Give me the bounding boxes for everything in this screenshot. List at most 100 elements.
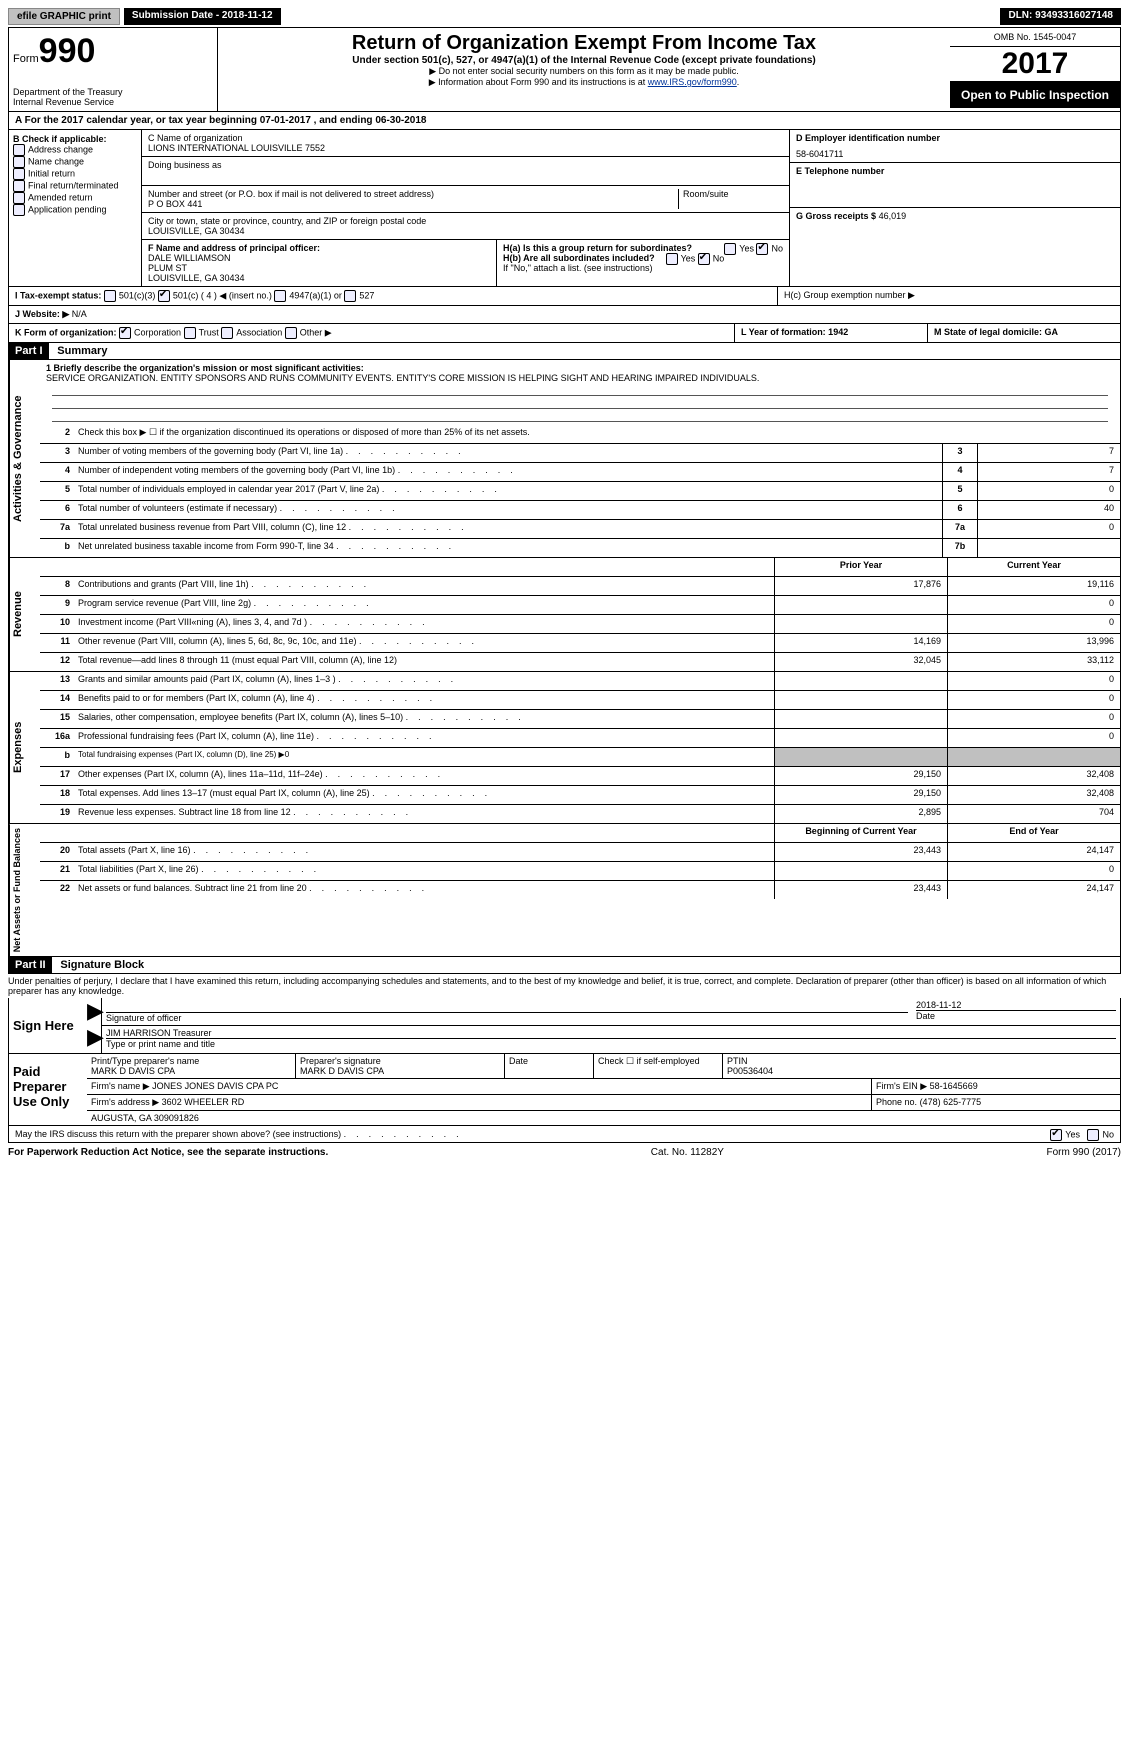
chk-ha-no[interactable] xyxy=(756,243,768,255)
ln-6-txt: Total number of volunteers (estimate if … xyxy=(74,501,942,519)
firm-ein-label: Firm's EIN ▶ xyxy=(876,1081,927,1091)
ln-18-prior: 29,150 xyxy=(774,786,947,804)
ln-4-val: 7 xyxy=(977,463,1120,481)
chk-other[interactable] xyxy=(285,327,297,339)
ln-13-curr: 0 xyxy=(947,672,1120,690)
ha-no: No xyxy=(771,243,783,253)
paperwork-notice: For Paperwork Reduction Act Notice, see … xyxy=(8,1147,328,1158)
chk-amended[interactable] xyxy=(13,192,25,204)
opt-trust: Trust xyxy=(199,327,219,337)
ha-yes: Yes xyxy=(739,243,754,253)
hb-yes: Yes xyxy=(681,253,696,263)
ln-19-prior: 2,895 xyxy=(774,805,947,823)
tax-year: 2017 xyxy=(950,47,1120,82)
ln-17-curr: 32,408 xyxy=(947,767,1120,785)
ln-13-no: 13 xyxy=(40,672,74,690)
cat-no: Cat. No. 11282Y xyxy=(651,1147,724,1158)
ln-20-prior: 23,443 xyxy=(774,843,947,861)
form-label: Form xyxy=(13,53,39,65)
addr-label: Number and street (or P.O. box if mail i… xyxy=(148,189,678,199)
city-state: LOUISVILLE, GA 30434 xyxy=(148,226,783,236)
hdr-end: End of Year xyxy=(947,824,1120,842)
ln-7a-no: 7a xyxy=(40,520,74,538)
chk-4947[interactable] xyxy=(274,290,286,302)
ln-5-no: 5 xyxy=(40,482,74,500)
ln-16b-curr xyxy=(947,748,1120,766)
box-g-label: G Gross receipts $ xyxy=(796,211,876,221)
efile-btn[interactable]: efile GRAPHIC print xyxy=(8,8,120,25)
lbl-amended: Amended return xyxy=(28,192,93,202)
chk-pending[interactable] xyxy=(13,204,25,216)
ln-7a-txt: Total unrelated business revenue from Pa… xyxy=(74,520,942,538)
prep-name-label: Print/Type preparer's name xyxy=(91,1056,291,1066)
prep-date-label: Date xyxy=(505,1054,594,1078)
ha-label: H(a) Is this a group return for subordin… xyxy=(503,243,692,253)
ln-12-curr: 33,112 xyxy=(947,653,1120,671)
ln-9-prior xyxy=(774,596,947,614)
chk-discuss-no[interactable] xyxy=(1087,1129,1099,1141)
discuss-text: May the IRS discuss this return with the… xyxy=(15,1129,459,1139)
chk-trust[interactable] xyxy=(184,327,196,339)
opt-other: Other ▶ xyxy=(300,327,332,337)
note-ssn: ▶ Do not enter social security numbers o… xyxy=(226,66,942,77)
part1-tag: Part I xyxy=(9,343,49,359)
hb-label: H(b) Are all subordinates included? xyxy=(503,253,655,263)
ln-18-curr: 32,408 xyxy=(947,786,1120,804)
prep-sig-label: Preparer's signature xyxy=(300,1056,500,1066)
website-value: N/A xyxy=(72,309,87,319)
chk-address[interactable] xyxy=(13,144,25,156)
box-f-label: F Name and address of principal officer: xyxy=(148,243,490,253)
chk-hb-no[interactable] xyxy=(698,253,710,265)
chk-hb-yes[interactable] xyxy=(666,253,678,265)
chk-ha-yes[interactable] xyxy=(724,243,736,255)
ln-10-txt: Investment income (Part VIII«ning (A), l… xyxy=(74,615,774,633)
opt-501c: 501(c) ( 4 ) ◀ (insert no.) xyxy=(173,290,272,300)
ln-5-txt: Total number of individuals employed in … xyxy=(74,482,942,500)
hb-no: No xyxy=(713,253,725,263)
ln-17-txt: Other expenses (Part IX, column (A), lin… xyxy=(74,767,774,785)
chk-initial[interactable] xyxy=(13,168,25,180)
activities-section: Activities & Governance 1 Briefly descri… xyxy=(8,360,1121,558)
chk-501c3[interactable] xyxy=(104,290,116,302)
ln-13-txt: Grants and similar amounts paid (Part IX… xyxy=(74,672,774,690)
row-a-period: A For the 2017 calendar year, or tax yea… xyxy=(8,112,1121,130)
box-b-label: B Check if applicable: xyxy=(13,134,137,144)
firm-name: JONES JONES DAVIS CPA PC xyxy=(152,1081,278,1091)
ln-15-curr: 0 xyxy=(947,710,1120,728)
lbl-name: Name change xyxy=(28,156,84,166)
note-info: ▶ Information about Form 990 and its ins… xyxy=(226,77,942,88)
vtab-net: Net Assets or Fund Balances xyxy=(9,824,40,956)
ln-12-no: 12 xyxy=(40,653,74,671)
ln-17-prior: 29,150 xyxy=(774,767,947,785)
ln-15-txt: Salaries, other compensation, employee b… xyxy=(74,710,774,728)
ln-2-no: 2 xyxy=(40,425,74,443)
chk-discuss-yes[interactable] xyxy=(1050,1129,1062,1141)
discuss-row: May the IRS discuss this return with the… xyxy=(8,1126,1121,1143)
ln-3-no: 3 xyxy=(40,444,74,462)
ln-22-no: 22 xyxy=(40,881,74,899)
submission-date: Submission Date - 2018-11-12 xyxy=(124,8,281,25)
chk-name[interactable] xyxy=(13,156,25,168)
chk-assoc[interactable] xyxy=(221,327,233,339)
chk-final[interactable] xyxy=(13,180,25,192)
opt-501c3: 501(c)(3) xyxy=(119,290,156,300)
firm-city: AUGUSTA, GA 309091826 xyxy=(87,1111,1120,1125)
ln-21-prior xyxy=(774,862,947,880)
chk-corp[interactable] xyxy=(119,327,131,339)
vtab-expenses: Expenses xyxy=(9,672,40,823)
irs-link[interactable]: www.IRS.gov/form990 xyxy=(648,77,737,87)
chk-527[interactable] xyxy=(344,290,356,302)
ln-21-curr: 0 xyxy=(947,862,1120,880)
firm-ein: 58-1645669 xyxy=(930,1081,978,1091)
hdr-begin: Beginning of Current Year xyxy=(774,824,947,842)
state-domicile: M State of legal domicile: GA xyxy=(927,324,1120,342)
chk-501c[interactable] xyxy=(158,290,170,302)
ln-6-no: 6 xyxy=(40,501,74,519)
irs-label: Internal Revenue Service xyxy=(13,97,213,107)
open-public: Open to Public Inspection xyxy=(950,82,1120,108)
ln-16a-prior xyxy=(774,729,947,747)
firm-name-label: Firm's name ▶ xyxy=(91,1081,150,1091)
ln-18-no: 18 xyxy=(40,786,74,804)
ln-8-txt: Contributions and grants (Part VIII, lin… xyxy=(74,577,774,595)
expenses-section: Expenses 13Grants and similar amounts pa… xyxy=(8,672,1121,824)
